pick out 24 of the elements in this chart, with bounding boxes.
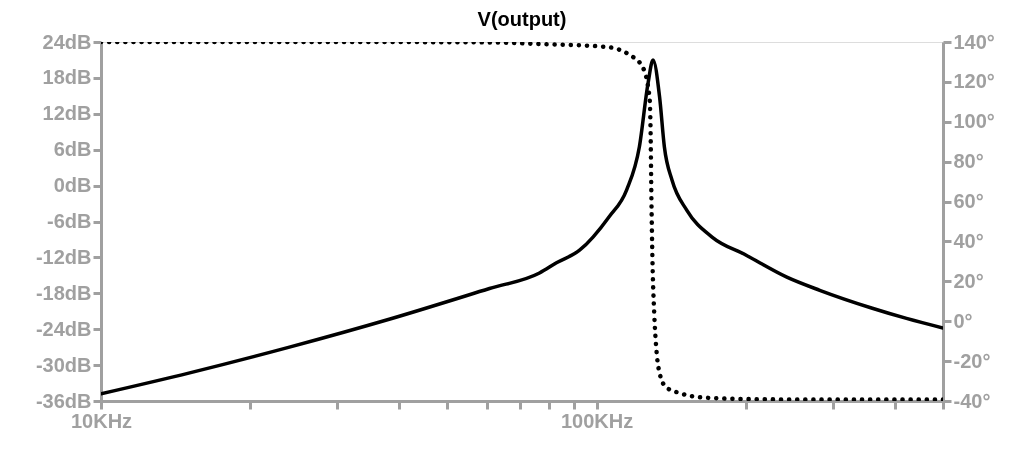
y2-tick-label: 20° xyxy=(953,269,984,292)
y-tick-label: -24dB xyxy=(35,317,92,340)
y-tick-label: -36dB xyxy=(35,389,92,412)
y2-tick-label: 120° xyxy=(953,70,995,93)
chart-title: V(output) xyxy=(477,8,567,30)
y2-tick-label: -40° xyxy=(953,389,991,412)
y-tick-label: 12dB xyxy=(42,102,92,125)
y-tick-label: 24dB xyxy=(42,30,92,53)
y2-tick-label: 80° xyxy=(953,150,984,173)
y2-tick-label: 140° xyxy=(953,30,995,53)
y-tick-label: -12dB xyxy=(35,245,92,268)
y2-tick-label: -20° xyxy=(953,349,991,372)
y-tick-label: -30dB xyxy=(35,353,92,376)
x-tick-label: 10KHz xyxy=(70,409,133,432)
y2-tick-label: 60° xyxy=(953,190,984,213)
x-tick-label: 100KHz xyxy=(560,409,634,432)
y2-tick-label: 0° xyxy=(953,309,973,332)
y-tick-label: 0dB xyxy=(53,174,92,197)
y-tick-label: 6dB xyxy=(53,138,92,161)
y-tick-label: -6dB xyxy=(47,210,92,232)
y2-tick-label: 100° xyxy=(953,110,995,133)
y-tick-label: 18dB xyxy=(42,66,92,89)
y2-tick-label: 40° xyxy=(953,229,984,252)
y-tick-label: -18dB xyxy=(35,281,92,304)
